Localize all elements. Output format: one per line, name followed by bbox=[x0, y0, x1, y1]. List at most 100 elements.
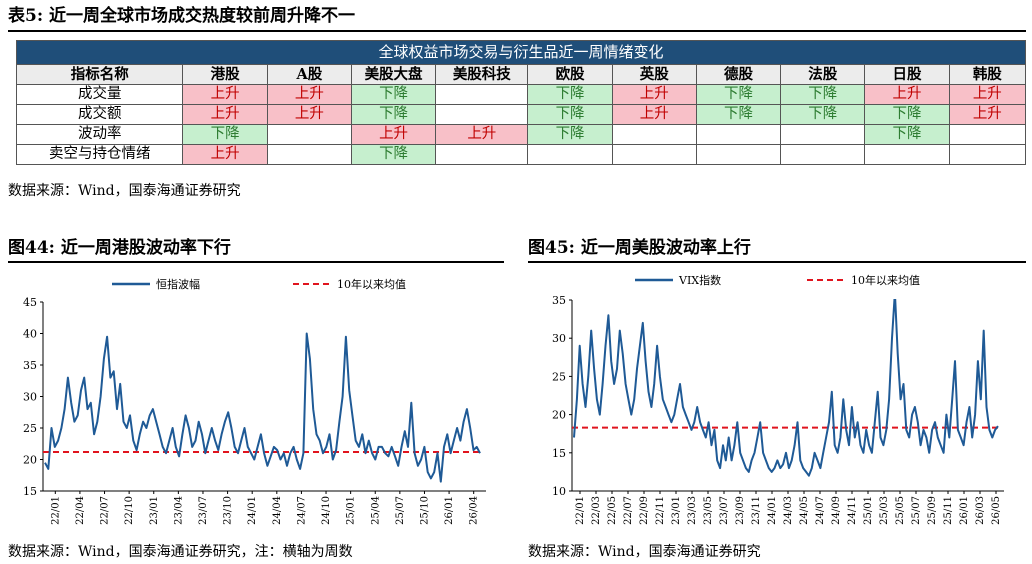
status-cell: 下降 bbox=[864, 124, 950, 145]
status-cell: 下降 bbox=[527, 84, 613, 105]
status-cell: 上升 bbox=[350, 124, 437, 145]
x-tick-label: 23/05 bbox=[703, 496, 714, 525]
table-title: 表5: 近一周全球市场成交热度较前周升降不一 bbox=[8, 6, 356, 26]
x-tick-label: 26/01 bbox=[959, 496, 970, 525]
status-cell bbox=[435, 84, 529, 105]
table-row: 卖空与持仓情绪 上升 下降 bbox=[15, 144, 1027, 165]
status-cell bbox=[948, 124, 1027, 145]
x-tick-label: 23/09 bbox=[735, 496, 746, 525]
header-col-4: 美股科技 bbox=[435, 64, 529, 85]
x-tick-label: 23/01 bbox=[149, 496, 160, 525]
x-tick-label: 22/09 bbox=[639, 496, 650, 525]
legend-series-label: 恒指波幅 bbox=[156, 277, 200, 291]
x-tick-label: 24/03 bbox=[783, 496, 794, 525]
x-tick-label: 23/04 bbox=[173, 496, 184, 525]
status-cell bbox=[266, 144, 352, 165]
header-col-7: 德股 bbox=[695, 64, 782, 85]
header-col-10: 韩股 bbox=[948, 64, 1027, 85]
row-label: 成交额 bbox=[15, 104, 184, 125]
status-cell: 上升 bbox=[611, 104, 697, 125]
y-tick-label: 35 bbox=[552, 294, 566, 307]
status-cell bbox=[611, 144, 697, 165]
x-tick-label: 23/03 bbox=[687, 496, 698, 525]
y-tick-label: 20 bbox=[552, 409, 566, 422]
row-label: 成交量 bbox=[15, 84, 184, 105]
figure45-rule bbox=[528, 261, 1026, 263]
header-col-9: 日股 bbox=[864, 64, 950, 85]
series-line bbox=[44, 332, 481, 483]
figure45-title: 图45: 近一周美股波动率上行 bbox=[528, 238, 751, 258]
status-cell: 下降 bbox=[780, 104, 866, 125]
y-tick-label: 25 bbox=[23, 422, 37, 435]
y-tick-label: 30 bbox=[23, 391, 37, 404]
x-tick-label: 25/07 bbox=[911, 496, 922, 525]
status-cell bbox=[435, 104, 529, 125]
vix-chart: 10 15 20 25 30 35 22/01 22/03 22/05 22/07 22/09 22/… bbox=[552, 273, 1004, 525]
status-cell: 下降 bbox=[350, 104, 437, 125]
x-tick-label: 24/07 bbox=[815, 496, 826, 525]
status-cell: 下降 bbox=[350, 84, 437, 105]
status-cell: 上升 bbox=[266, 84, 352, 105]
legend-series-label: VIX指数 bbox=[678, 273, 721, 287]
table-row: 成交量 上升 上升 下降 下降 上升 下降 下降 上升 上升 bbox=[15, 84, 1027, 105]
status-cell: 上升 bbox=[611, 84, 697, 105]
x-tick-label: 22/04 bbox=[75, 496, 86, 525]
header-col-2: A股 bbox=[266, 64, 352, 85]
x-tick-label: 25/11 bbox=[943, 496, 954, 525]
y-tick-label: 15 bbox=[552, 447, 566, 460]
header-col-3: 美股大盘 bbox=[350, 64, 437, 85]
x-tick-label: 24/04 bbox=[272, 496, 283, 525]
figure44-title: 图44: 近一周港股波动率下行 bbox=[8, 238, 231, 258]
x-tick-label: 25/01 bbox=[346, 496, 357, 525]
y-tick-label: 40 bbox=[23, 328, 37, 341]
status-cell: 下降 bbox=[350, 144, 437, 165]
figure44-rule bbox=[8, 261, 504, 263]
status-cell bbox=[266, 124, 352, 145]
y-tick-label: 15 bbox=[23, 485, 37, 498]
status-cell: 下降 bbox=[780, 84, 866, 105]
series-line bbox=[573, 299, 999, 477]
status-cell bbox=[435, 144, 529, 165]
status-cell: 下降 bbox=[695, 104, 782, 125]
status-cell: 上升 bbox=[435, 124, 529, 145]
y-tick-label: 10 bbox=[552, 485, 566, 498]
x-tick-label: 25/05 bbox=[895, 496, 906, 525]
status-cell: 下降 bbox=[695, 84, 782, 105]
status-cell bbox=[780, 144, 866, 165]
x-tick-label: 22/01 bbox=[575, 496, 586, 525]
status-cell: 下降 bbox=[864, 104, 950, 125]
status-cell bbox=[948, 144, 1027, 165]
header-indicator: 指标名称 bbox=[15, 64, 184, 85]
header-col-5: 欧股 bbox=[527, 64, 613, 85]
x-tick-label: 22/03 bbox=[591, 496, 602, 525]
x-tick-label: 24/01 bbox=[247, 496, 258, 525]
status-cell: 上升 bbox=[182, 104, 268, 125]
legend-average-label: 10年以来均值 bbox=[337, 277, 406, 291]
x-tick-label: 23/07 bbox=[198, 496, 209, 525]
x-tick-label: 25/03 bbox=[879, 496, 890, 525]
header-col-6: 英股 bbox=[611, 64, 697, 85]
status-cell: 下降 bbox=[527, 104, 613, 125]
x-tick-label: 24/05 bbox=[799, 496, 810, 525]
hk-volatility-chart: 15 20 25 30 35 40 45 22/01 22/04 22/07 22/10 23/01 2… bbox=[23, 277, 486, 525]
y-tick-label: 35 bbox=[23, 359, 37, 372]
x-tick-label: 24/11 bbox=[847, 496, 858, 525]
y-tick-label: 25 bbox=[552, 370, 566, 383]
status-cell: 上升 bbox=[948, 84, 1027, 105]
status-cell: 上升 bbox=[182, 144, 268, 165]
title-rule bbox=[8, 30, 1026, 32]
x-tick-label: 23/07 bbox=[719, 496, 730, 525]
x-tick-label: 22/01 bbox=[50, 496, 61, 525]
figure45-source: 数据来源：Wind，国泰海通证券研究 bbox=[528, 544, 761, 560]
x-tick-label: 23/11 bbox=[751, 496, 762, 525]
y-tick-label: 30 bbox=[552, 332, 566, 345]
sentiment-table: 全球权益市场交易与衍生品近一周情绪变化 指标名称 港股 A股 美股大盘 美股科技 欧股 英股… bbox=[15, 40, 1027, 165]
header-col-8: 法股 bbox=[780, 64, 866, 85]
table-row: 成交额 上升 上升 下降 下降 上升 下降 下降 下降 上升 bbox=[15, 104, 1027, 125]
status-cell bbox=[695, 144, 782, 165]
status-cell bbox=[527, 144, 613, 165]
table-row: 波动率 下降 上升 上升 下降 下降 bbox=[15, 124, 1027, 145]
table-banner: 全球权益市场交易与衍生品近一周情绪变化 bbox=[16, 40, 1026, 65]
x-tick-label: 23/10 bbox=[223, 496, 234, 525]
figure44-source: 数据来源：Wind，国泰海通证券研究，注：横轴为周数 bbox=[8, 544, 353, 560]
